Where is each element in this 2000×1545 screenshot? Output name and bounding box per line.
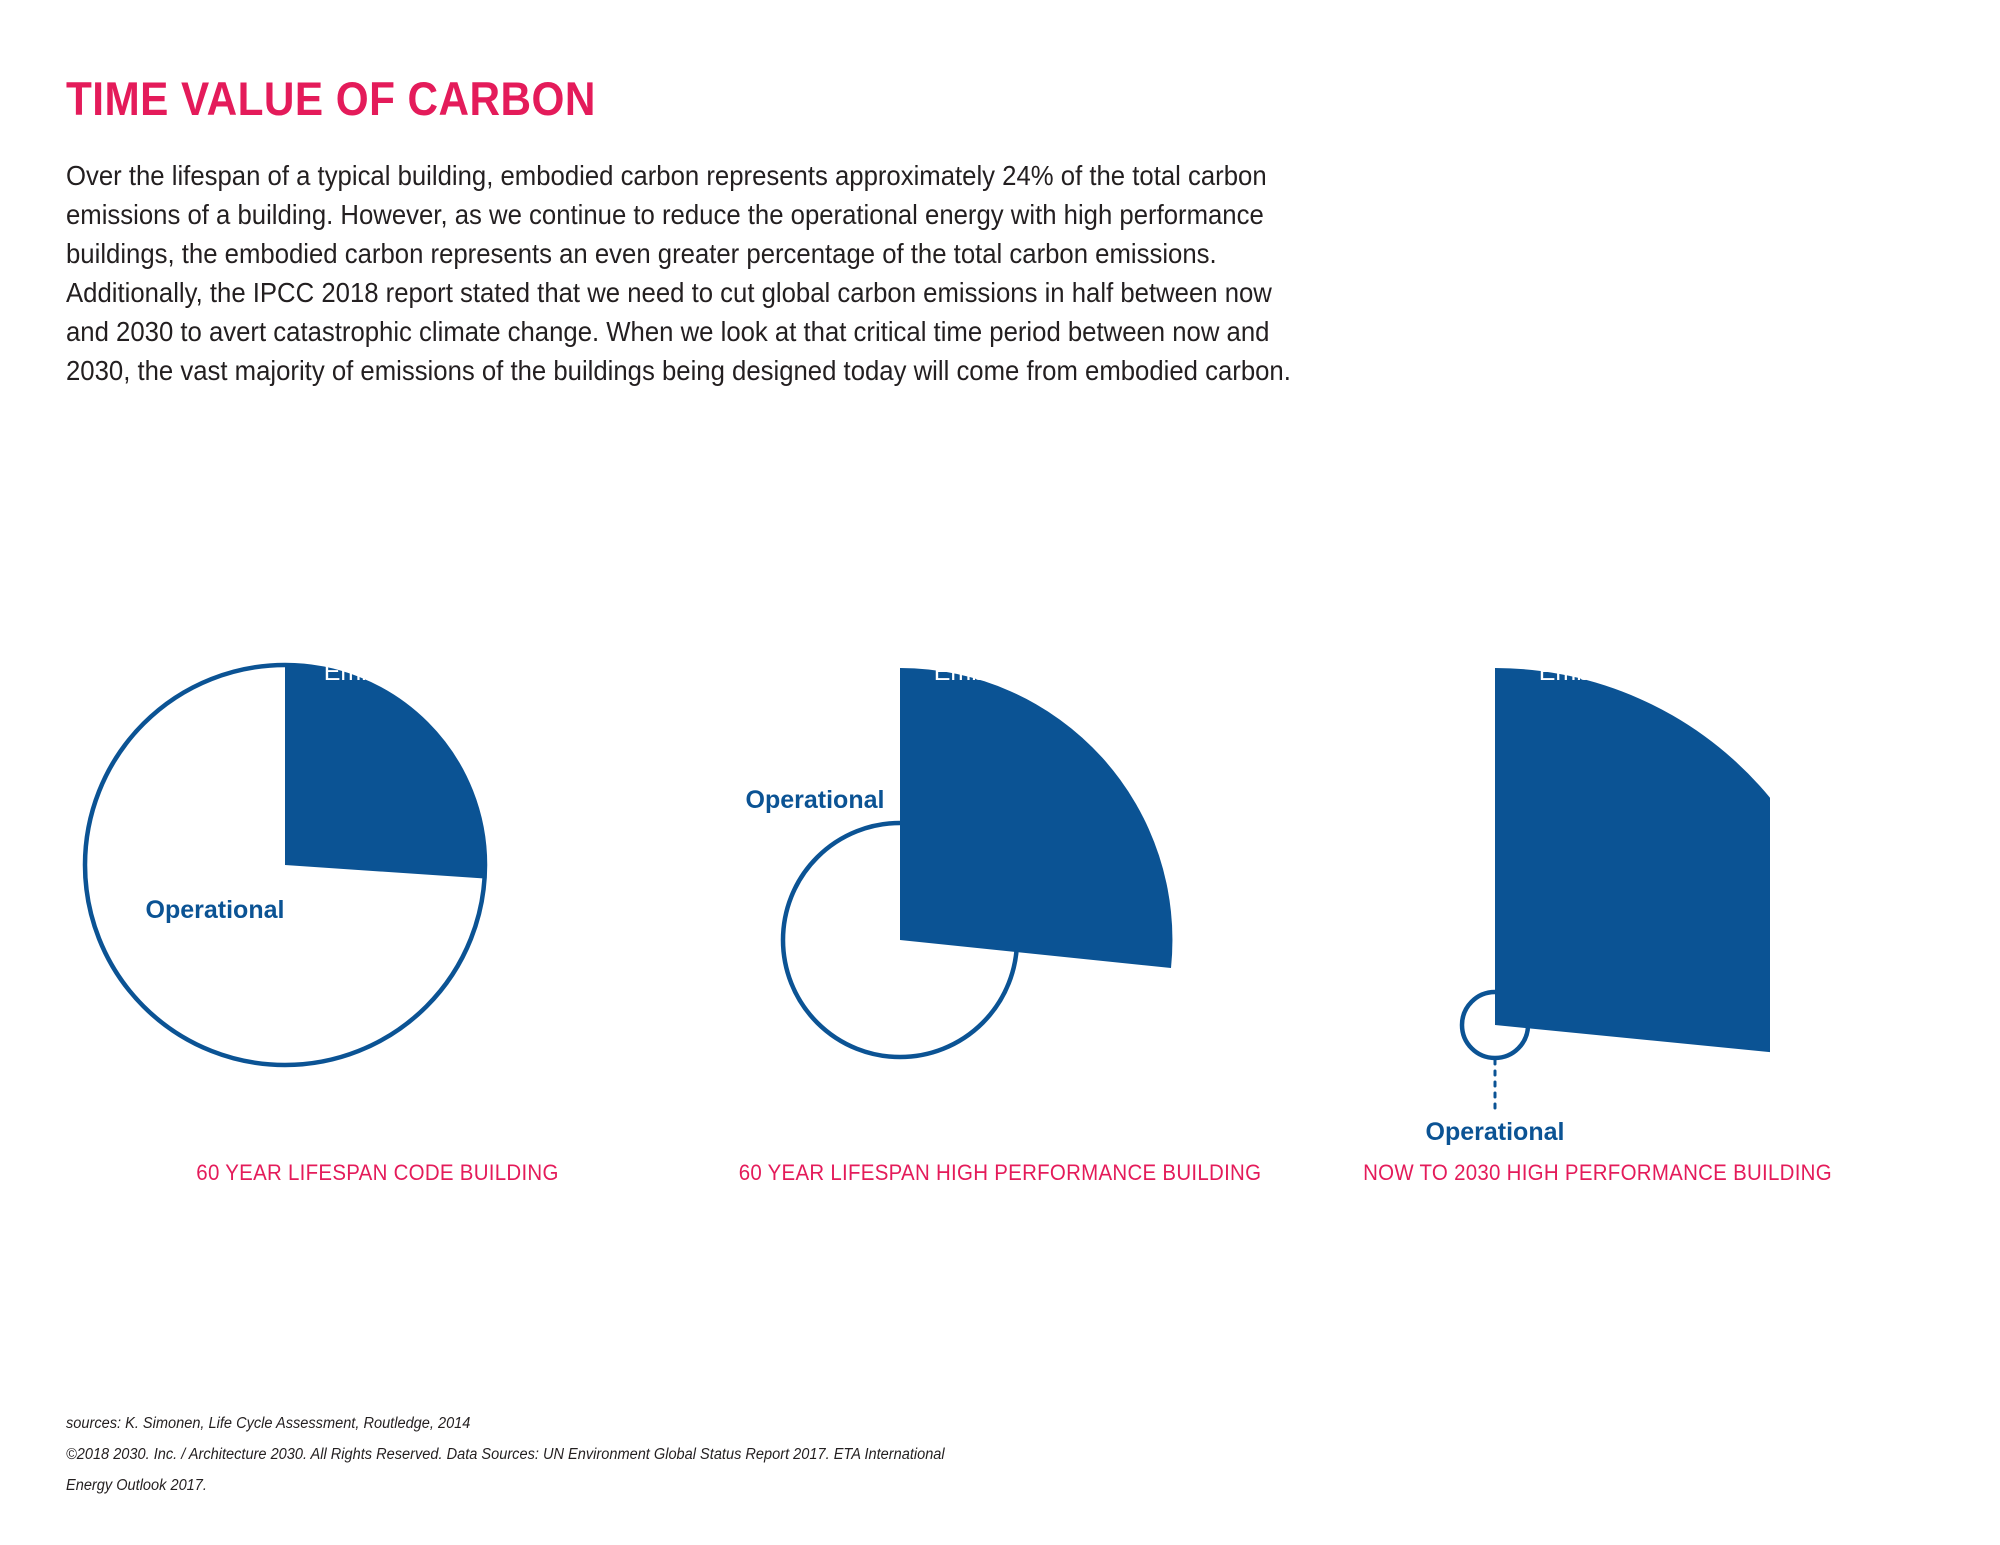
caption-chart-1: 60 YEAR LIFESPAN CODE BUILDING: [196, 1160, 559, 1185]
sources-block: sources: K. Simonen, Life Cycle Assessme…: [66, 1408, 1194, 1501]
chart-code-building: Embodied Operational: [0, 540, 585, 1160]
chart-high-performance-60yr: Embodied Operational: [585, 540, 1185, 1160]
embodied-label-3: Embodied: [1539, 658, 1652, 686]
chart-3-svg: Embodied Operational: [1426, 658, 1770, 1146]
operational-label-1: Operational: [146, 896, 285, 924]
caption-chart-2: 60 YEAR LIFESPAN HIGH PERFORMANCE BUILDI…: [738, 1160, 1262, 1185]
embodied-label-1: Embodied: [324, 658, 437, 686]
chart-2-svg: Embodied Operational: [746, 658, 1173, 1060]
embodied-wedge-3: [1495, 668, 1770, 1053]
operational-label-2: Operational: [746, 786, 885, 814]
intro-paragraph: Over the lifespan of a typical building,…: [66, 159, 1291, 386]
embodied-wedge-1: [285, 665, 485, 879]
chart-1-svg: Embodied Operational: [82, 658, 488, 1068]
chart-high-performance-2030: Embodied Operational: [1170, 540, 1770, 1160]
embodied-label-2: Embodied: [934, 658, 1047, 686]
operational-label-3: Operational: [1426, 1118, 1565, 1146]
page-title: TIME VALUE OF CARBON: [66, 72, 596, 126]
source-line-3: Energy Outlook 2017.: [66, 1477, 207, 1494]
caption-chart-3: NOW TO 2030 HIGH PERFORMANCE BUILDING: [1363, 1160, 1832, 1185]
embodied-wedge-2: [900, 667, 1173, 968]
charts-row: Embodied Operational Embodied Operationa…: [0, 540, 2000, 1160]
source-line-1: sources: K. Simonen, Life Cycle Assessme…: [66, 1415, 471, 1432]
source-line-2: ©2018 2030. Inc. / Architecture 2030. Al…: [66, 1446, 945, 1463]
